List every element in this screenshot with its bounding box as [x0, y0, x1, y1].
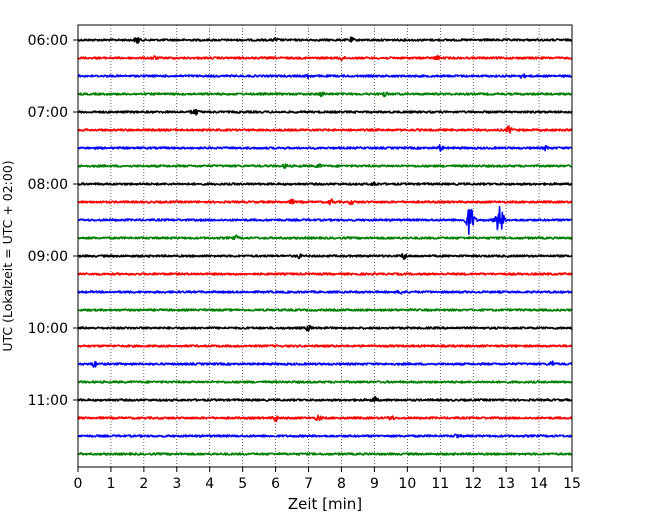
- trace-1000: [77, 324, 573, 332]
- trace-0615: [77, 54, 573, 61]
- trace-0600: [77, 36, 573, 44]
- x-tick-label: 12: [464, 476, 482, 492]
- x-tick-label: 0: [74, 476, 83, 492]
- trace-0715: [77, 125, 573, 134]
- trace-1100: [77, 395, 573, 403]
- x-tick-label: 3: [172, 476, 181, 492]
- x-tick-label: 13: [497, 476, 515, 492]
- trace-0900: [77, 253, 573, 261]
- trace-0630: [77, 73, 573, 80]
- trace-0645: [77, 91, 573, 98]
- x-tick-label: 6: [271, 476, 280, 492]
- trace-1130: [77, 433, 573, 439]
- trace-1045: [77, 380, 573, 384]
- y-tick-label: 06:00: [28, 33, 68, 49]
- trace-0700: [77, 108, 573, 116]
- y-tick-label: 08:00: [28, 177, 68, 193]
- plot-frame: [77, 24, 573, 468]
- x-tick-label: 8: [337, 476, 346, 492]
- trace-1015: [77, 344, 573, 348]
- y-tick-label: 10:00: [28, 321, 68, 337]
- trace-0945: [77, 308, 573, 312]
- trace-0815: [77, 198, 573, 206]
- trace-0800: [77, 181, 573, 187]
- trace-1030: [77, 360, 573, 368]
- trace-0915: [77, 272, 573, 276]
- x-tick-label: 4: [205, 476, 214, 492]
- x-tick-label: 9: [370, 476, 379, 492]
- x-tick-label: 11: [431, 476, 449, 492]
- trace-0845: [77, 234, 573, 241]
- trace-0830: [77, 205, 573, 235]
- x-tick-label: 10: [398, 476, 416, 492]
- y-tick-label: 11:00: [28, 393, 68, 409]
- y-axis: 06:00 07:00 08:00 09:00 10:00 11:00: [28, 33, 78, 409]
- x-axis: 0 1 2 3 4 5 6 7 8 9 10 11 12 13 14 15: [74, 467, 581, 492]
- trace-0930: [77, 289, 573, 295]
- trace-1145: [77, 452, 573, 456]
- y-axis-label: UTC (Lokalzeit = UTC + 02:00): [0, 160, 15, 351]
- x-tick-label: 1: [106, 476, 115, 492]
- trace-1115: [77, 414, 573, 423]
- trace-0745: [77, 163, 573, 170]
- y-tick-label: 09:00: [28, 249, 68, 265]
- x-tick-label: 15: [563, 476, 581, 492]
- x-axis-label: Zeit [min]: [288, 495, 362, 513]
- y-tick-label: 07:00: [28, 105, 68, 121]
- x-tick-label: 14: [530, 476, 548, 492]
- x-tick-label: 7: [304, 476, 313, 492]
- trace-0730: [77, 143, 573, 152]
- x-tick-label: 2: [139, 476, 148, 492]
- x-tick-label: 5: [238, 476, 247, 492]
- trace-layer: [77, 36, 573, 456]
